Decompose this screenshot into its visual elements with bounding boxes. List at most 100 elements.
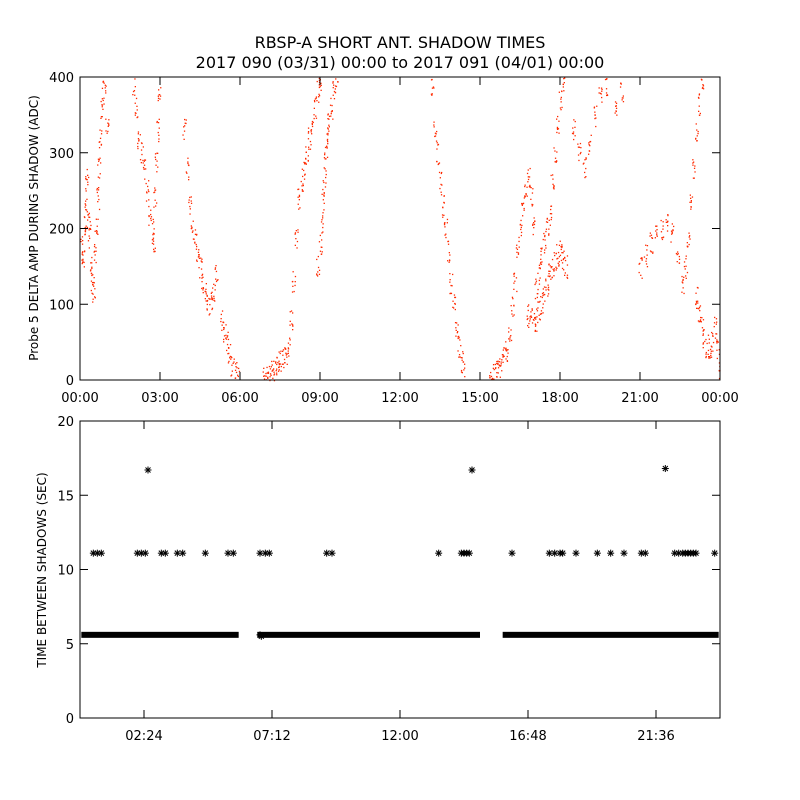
amp-data-point bbox=[682, 278, 684, 281]
amp-data-point bbox=[150, 213, 152, 216]
amp-y-axis: 0 100 200 300 400 bbox=[49, 71, 720, 389]
amp-data-point bbox=[307, 131, 310, 133]
time-between-x-tick-label: 02:24 bbox=[125, 729, 162, 744]
amp-data-point bbox=[206, 309, 208, 311]
amp-data-point bbox=[542, 288, 544, 290]
amp-data-point bbox=[147, 185, 149, 188]
amp-data-point bbox=[536, 330, 538, 332]
amp-data-point bbox=[670, 241, 672, 243]
amp-data-point bbox=[457, 337, 459, 340]
amp-data-point bbox=[289, 311, 291, 313]
amp-data-point bbox=[198, 267, 200, 269]
amp-data-point bbox=[441, 214, 444, 216]
amp-data-point bbox=[547, 275, 549, 277]
amp-data-point bbox=[188, 179, 190, 181]
amp-data-point bbox=[194, 242, 196, 244]
amp-data-point bbox=[226, 349, 228, 352]
amp-data-point bbox=[319, 234, 321, 237]
amp-data-point bbox=[695, 303, 697, 306]
amp-data-point bbox=[160, 87, 162, 89]
amp-data-point bbox=[516, 290, 518, 293]
amp-data-point bbox=[441, 171, 443, 174]
amp-data-point bbox=[95, 261, 97, 264]
amp-data-point bbox=[490, 371, 492, 374]
amp-data-point bbox=[531, 309, 533, 311]
amp-data-point bbox=[559, 107, 562, 109]
amp-data-point bbox=[672, 229, 674, 231]
amp-data-point bbox=[286, 353, 288, 355]
amp-data-point bbox=[288, 355, 290, 357]
amp-data-point bbox=[433, 87, 435, 89]
amp-y-tick-label: 300 bbox=[49, 147, 74, 162]
amp-data-point bbox=[596, 105, 598, 107]
amp-data-point bbox=[213, 283, 215, 285]
amp-data-point bbox=[702, 343, 704, 345]
amp-data-point bbox=[322, 188, 324, 191]
amp-data-point bbox=[529, 320, 531, 322]
amp-data-point bbox=[534, 330, 536, 332]
amp-data-point bbox=[431, 94, 433, 96]
amp-data-point bbox=[150, 216, 153, 218]
amp-data-point bbox=[313, 107, 315, 109]
amp-data-point bbox=[556, 126, 559, 129]
amp-data-point bbox=[554, 150, 556, 152]
amp-data-point bbox=[534, 317, 536, 319]
time-between-data-point bbox=[173, 549, 181, 557]
amp-data-point bbox=[517, 253, 520, 255]
amp-data-point bbox=[698, 105, 700, 107]
amp-data-point bbox=[290, 310, 293, 312]
amp-data-point bbox=[646, 249, 648, 251]
amp-data-point bbox=[85, 190, 87, 192]
amp-data-point bbox=[185, 171, 187, 173]
amp-data-point bbox=[702, 334, 704, 336]
amp-data-point bbox=[495, 367, 497, 369]
amp-data-point bbox=[221, 310, 224, 312]
amp-data-point bbox=[553, 186, 555, 188]
amp-data-point bbox=[101, 98, 103, 100]
amp-data-point bbox=[233, 361, 235, 363]
amp-data-point bbox=[200, 260, 202, 262]
time-between-data-point bbox=[465, 549, 473, 557]
amp-data-point bbox=[619, 86, 622, 88]
amp-data-point bbox=[152, 218, 154, 221]
amp-data-point bbox=[280, 365, 282, 368]
amp-data-point bbox=[671, 233, 673, 235]
amp-data-point bbox=[133, 90, 136, 92]
amp-data-point bbox=[98, 141, 100, 143]
amp-data-point bbox=[620, 83, 622, 85]
amp-data-point bbox=[695, 300, 698, 302]
amp-data-point bbox=[137, 145, 139, 148]
amp-data-point bbox=[151, 223, 154, 225]
amp-data-point bbox=[545, 278, 547, 280]
amp-data-point bbox=[512, 298, 514, 300]
amp-data-point bbox=[325, 173, 327, 176]
amp-data-point bbox=[311, 122, 313, 125]
time-between-data-point bbox=[620, 549, 628, 557]
amp-data-point bbox=[667, 214, 669, 217]
amp-data-point bbox=[159, 98, 161, 100]
amp-data-point bbox=[134, 94, 136, 96]
amp-data-point bbox=[294, 284, 296, 287]
amp-data-point bbox=[692, 159, 694, 161]
amp-data-point bbox=[317, 271, 319, 273]
amp-data-point bbox=[696, 140, 698, 142]
amp-data-point bbox=[539, 300, 541, 303]
amp-data-point bbox=[580, 151, 582, 154]
amp-data-point bbox=[301, 168, 303, 170]
amp-data-point bbox=[716, 321, 718, 323]
amp-data-point bbox=[231, 374, 233, 376]
amp-data-point bbox=[186, 172, 188, 174]
amp-data-point bbox=[643, 256, 646, 258]
amp-data-point bbox=[536, 308, 538, 310]
amp-data-point bbox=[220, 320, 222, 323]
amp-data-point bbox=[671, 223, 673, 225]
amp-data-point bbox=[89, 216, 91, 218]
amp-data-point bbox=[508, 331, 510, 333]
amp-data-point bbox=[156, 152, 158, 154]
amp-data-point bbox=[137, 138, 140, 140]
amp-data-point bbox=[548, 270, 550, 272]
amp-x-tick-label: 00:00 bbox=[61, 391, 98, 406]
amp-data-point bbox=[85, 188, 87, 190]
amp-data-point bbox=[689, 238, 691, 240]
amp-data-point bbox=[531, 322, 534, 324]
